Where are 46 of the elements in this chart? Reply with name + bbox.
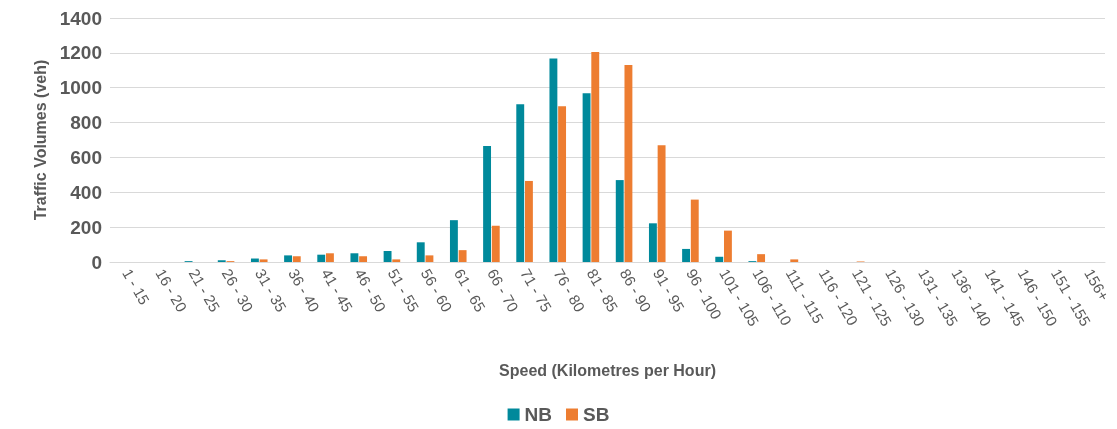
bar (790, 259, 799, 262)
bar (392, 259, 401, 262)
y-tick-label: 1000 (59, 77, 102, 99)
y-tick-label: 200 (70, 216, 102, 238)
bar (317, 254, 326, 262)
y-tick-label: 0 (91, 251, 102, 273)
bar (549, 58, 558, 262)
legend-label: SB (583, 404, 610, 425)
x-tick-label: 1 - 15 (119, 265, 154, 308)
x-tick-label: 91 - 95 (649, 265, 688, 315)
bar (325, 253, 334, 262)
bar (491, 225, 500, 262)
bar (383, 251, 392, 262)
bar (715, 256, 724, 262)
bar (359, 256, 368, 262)
bar (723, 230, 732, 262)
bar (416, 242, 425, 262)
bar (682, 248, 691, 262)
x-tick-label: 61 - 65 (450, 265, 489, 315)
bar (690, 199, 699, 262)
x-axis-title: Speed (Kilometres per Hour) (499, 361, 716, 379)
bar (449, 220, 458, 262)
bar (425, 255, 434, 262)
y-tick-label: 400 (70, 181, 102, 203)
bar (458, 250, 467, 262)
bar (259, 259, 268, 262)
bar (558, 106, 567, 262)
bar (624, 65, 633, 262)
y-tick-label: 800 (70, 112, 102, 134)
bar (350, 253, 359, 262)
bar (524, 180, 533, 262)
y-tick-label: 1400 (59, 7, 102, 29)
bar (657, 145, 666, 262)
y-axis-title: Traffic Volumes (veh) (31, 59, 49, 221)
bar (648, 223, 657, 262)
bar (757, 254, 766, 262)
legend-label: NB (524, 404, 553, 425)
bar (284, 255, 293, 262)
y-tick-label: 600 (70, 146, 102, 168)
bar (582, 93, 591, 262)
y-tick-label: 1200 (59, 42, 102, 64)
bar (615, 180, 624, 262)
bar (516, 104, 525, 262)
bar (483, 146, 492, 262)
bar (292, 256, 301, 262)
bar (591, 51, 600, 262)
